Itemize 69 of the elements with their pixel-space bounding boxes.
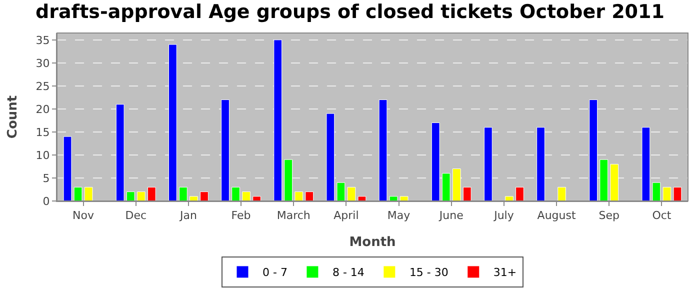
bar [662, 186, 672, 201]
y-tick-label: 10 [36, 148, 50, 162]
x-tick-label: July [493, 209, 514, 222]
bar [484, 127, 492, 201]
bar [389, 196, 398, 201]
bar [326, 113, 335, 201]
bar [558, 186, 566, 201]
bar [190, 196, 198, 201]
bar [673, 186, 682, 201]
bar [358, 196, 366, 201]
bar [442, 173, 450, 201]
bar [347, 186, 356, 201]
bar [600, 159, 608, 201]
x-tick-label: Feb [231, 209, 251, 222]
bar [536, 127, 545, 201]
y-tick-label: 5 [42, 172, 50, 185]
bar [462, 186, 472, 201]
x-tick-label: Dec [125, 209, 147, 222]
y-tick-label: 20 [36, 102, 50, 116]
x-tick-label: June [438, 209, 464, 222]
bar [305, 192, 314, 201]
x-tick-label: August [537, 209, 576, 222]
y-tick-label: 25 [36, 80, 50, 93]
bar [505, 196, 514, 201]
bar [74, 186, 82, 201]
bar [452, 168, 461, 201]
bar [610, 164, 619, 201]
bar [242, 192, 250, 201]
x-tick-label: March [276, 209, 310, 222]
bar [431, 122, 440, 201]
legend-label: 31+ [493, 266, 517, 280]
bar [126, 192, 135, 201]
x-tick-label: April [334, 209, 359, 222]
bar [642, 127, 650, 201]
bar [252, 196, 262, 201]
legend-label: 15 - 30 [409, 266, 448, 280]
bar [116, 104, 124, 201]
bar [232, 186, 240, 201]
bar [336, 182, 346, 201]
y-tick-label: 15 [36, 126, 50, 139]
y-tick-label: 30 [36, 56, 50, 70]
legend-label: 8 - 14 [332, 266, 364, 280]
x-tick-label: Oct [652, 209, 672, 222]
bar [136, 192, 146, 201]
bar [652, 182, 661, 201]
x-tick-label: Sep [598, 209, 620, 222]
bar [200, 192, 208, 201]
bar [274, 40, 282, 201]
bar [589, 99, 598, 201]
bar [400, 196, 408, 201]
legend-label: 0 - 7 [262, 266, 288, 280]
bar [63, 136, 72, 201]
bar [516, 186, 524, 201]
bar [179, 186, 188, 201]
bar [147, 186, 156, 201]
chart-title: drafts-approval Age groups of closed tickets October 2011 [36, 0, 664, 23]
bar [378, 99, 388, 201]
y-axis-title: Count [6, 95, 21, 139]
x-tick-label: May [387, 209, 411, 222]
bar [221, 99, 230, 201]
bar [294, 192, 304, 201]
x-tick-label: Jan [178, 209, 197, 222]
bar [284, 159, 293, 201]
x-tick-label: Nov [72, 209, 95, 222]
y-tick-label: 0 [42, 194, 50, 208]
x-axis-title: Month [349, 234, 396, 250]
bar [168, 44, 177, 201]
y-tick-label: 35 [36, 34, 50, 47]
bar [84, 186, 93, 201]
